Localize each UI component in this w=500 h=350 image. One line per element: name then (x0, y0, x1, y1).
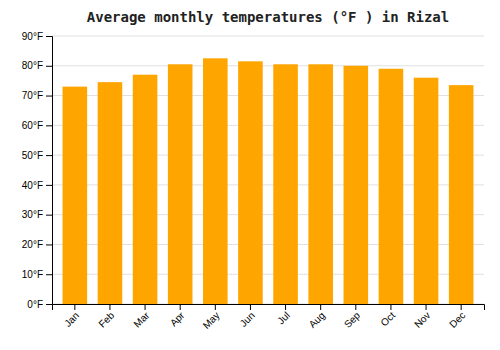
x-tick: Jan (62, 304, 81, 329)
axis-line (53, 305, 485, 311)
tick-label: Mar (131, 309, 151, 329)
axis-line (46, 37, 53, 305)
tick-label: 80°F (22, 60, 43, 71)
tick-label: 40°F (22, 180, 43, 191)
y-tick: 70°F (22, 90, 52, 101)
bar (168, 64, 193, 304)
tick-label: Oct (379, 310, 398, 329)
x-tick: Mar (131, 304, 151, 330)
tick-mark (46, 125, 52, 126)
tick-label: 10°F (22, 269, 43, 280)
tick-mark (285, 304, 286, 310)
bar (63, 87, 88, 304)
tick-mark (74, 304, 75, 310)
x-tick: Nov (412, 304, 432, 330)
tick-mark (390, 304, 391, 310)
tick-mark (426, 304, 427, 310)
tick-label: Jun (238, 310, 257, 329)
title: Average monthly temperatures (°F ) in Ri… (87, 9, 449, 25)
tick-label: May (201, 310, 222, 331)
tick-label: Jul (275, 310, 292, 327)
x-tick: Aug (307, 304, 327, 330)
bar (273, 64, 298, 304)
tick-mark (46, 66, 52, 67)
tick-label: Aug (307, 310, 327, 330)
x-tick: Sep (342, 304, 363, 330)
tick-mark (46, 304, 52, 305)
x-tick: Apr (168, 304, 187, 328)
tick-mark (109, 304, 110, 310)
tick-mark (46, 274, 52, 275)
grid (52, 36, 484, 304)
bar (98, 82, 123, 304)
bar (449, 85, 474, 304)
y-tick: 40°F (22, 180, 52, 191)
chart-container: 0°F 10°F 20°F 30°F 40°F 50°F 60°F 70°F 80°F 90°F J… (0, 0, 500, 350)
bar (414, 78, 439, 304)
grid-line (52, 65, 484, 66)
tick-mark (46, 155, 52, 156)
tick-mark (180, 304, 181, 310)
y-tick: 50°F (22, 150, 52, 161)
tick-label: Apr (168, 309, 187, 328)
tick-label: 60°F (22, 120, 43, 131)
bar (203, 58, 228, 304)
tick-label: 0°F (27, 299, 43, 310)
tick-label: Feb (96, 309, 116, 329)
tick-label: Sep (342, 309, 363, 330)
bar (344, 66, 369, 304)
bar (308, 64, 333, 304)
bar (133, 75, 158, 304)
y-tick: 80°F (22, 60, 52, 71)
x-tick: Dec (447, 304, 467, 330)
grid-line (52, 36, 484, 37)
tick-label: 50°F (22, 150, 43, 161)
tick-mark (320, 304, 321, 310)
tick-label: Nov (412, 310, 432, 330)
tick-mark (355, 304, 356, 310)
bar (238, 61, 263, 304)
x-tick: Jul (275, 304, 292, 326)
bars (63, 58, 474, 304)
tick-label: 90°F (22, 31, 43, 42)
x-tick: May (201, 304, 222, 331)
bar (379, 69, 404, 304)
y-tick: 20°F (22, 239, 52, 250)
tick-mark (145, 304, 146, 310)
chart: 0°F 10°F 20°F 30°F 40°F 50°F 60°F 70°F 80°F 90°F J… (0, 0, 500, 350)
tick-label: 70°F (22, 90, 43, 101)
tick-label: 30°F (22, 209, 43, 220)
tick-label: Jan (62, 310, 81, 329)
tick-mark (46, 185, 52, 186)
plot-area: 0°F 10°F 20°F 30°F 40°F 50°F 60°F 70°F 80°F 90°F J… (22, 31, 485, 331)
tick-mark (215, 304, 216, 310)
tick-label: Dec (447, 310, 467, 330)
tick-mark (46, 215, 52, 216)
y-axis: 0°F 10°F 20°F 30°F 40°F 50°F 60°F 70°F 80°F 90°F (22, 31, 53, 310)
tick-mark (46, 36, 52, 37)
x-tick: Feb (96, 304, 116, 330)
x-axis: Jan Feb Mar Apr May Jun Jul Aug Sep Oct Nov Dec (53, 304, 485, 331)
x-tick: Oct (379, 304, 398, 328)
x-tick: Jun (238, 304, 257, 329)
tick-mark (250, 304, 251, 310)
y-tick: 90°F (22, 31, 52, 42)
tick-mark (461, 304, 462, 310)
y-tick: 0°F (27, 299, 52, 310)
tick-label: 20°F (22, 239, 43, 250)
y-tick: 30°F (22, 209, 52, 220)
y-tick: 60°F (22, 120, 52, 131)
tick-mark (46, 96, 52, 97)
y-tick: 10°F (22, 269, 52, 280)
tick-mark (46, 244, 52, 245)
